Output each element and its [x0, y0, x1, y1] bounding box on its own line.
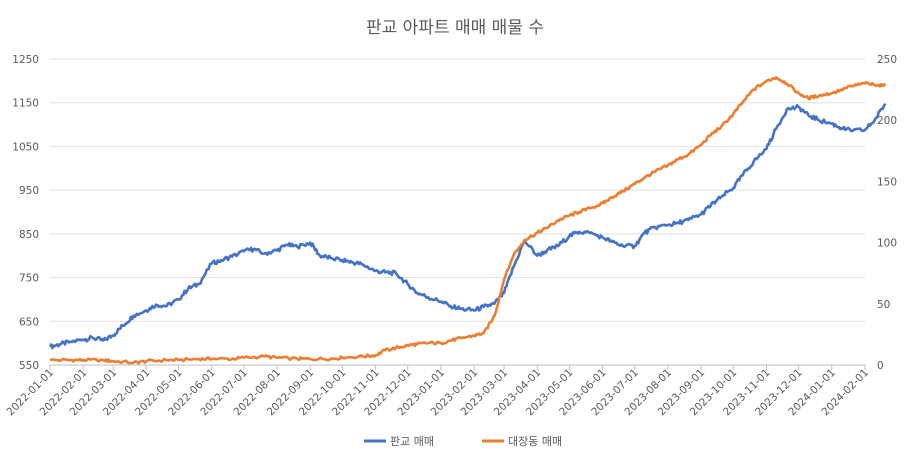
y-left-tick-label: 850 [19, 229, 39, 241]
legend: 판교 매매 대장동 매매 [364, 435, 562, 448]
series-line-daejang [49, 76, 887, 365]
y-right-tick-label: 200 [877, 115, 897, 127]
y-left-tick-label: 1150 [12, 98, 39, 110]
y-axis-right: 0 50 100 150 200 250 [877, 54, 897, 372]
y-left-tick-label: 950 [19, 185, 39, 197]
series-line-pangyo [48, 102, 887, 350]
y-right-tick-label: 0 [877, 360, 884, 372]
legend-label: 판교 매매 [390, 435, 434, 448]
series-group [48, 76, 887, 365]
legend-label: 대장동 매매 [508, 435, 562, 448]
y-right-tick-label: 150 [877, 176, 897, 188]
y-left-tick-label: 750 [19, 273, 39, 285]
x-axis: 2022-01-012022-02-012022-03-012022-04-01… [4, 364, 871, 418]
y-left-tick-label: 1050 [12, 141, 39, 153]
y-right-tick-label: 50 [877, 299, 890, 311]
gridlines [50, 58, 865, 366]
y-axis-left: 550 650 750 850 950 1050 1150 1250 [12, 54, 39, 372]
y-right-tick-label: 100 [877, 238, 897, 250]
y-left-tick-label: 650 [19, 316, 39, 328]
chart-title: 판교 아파트 매매 매물 수 [366, 18, 544, 38]
y-right-tick-label: 250 [877, 54, 897, 66]
y-left-tick-label: 550 [19, 360, 39, 372]
y-left-tick-label: 1250 [12, 54, 39, 66]
